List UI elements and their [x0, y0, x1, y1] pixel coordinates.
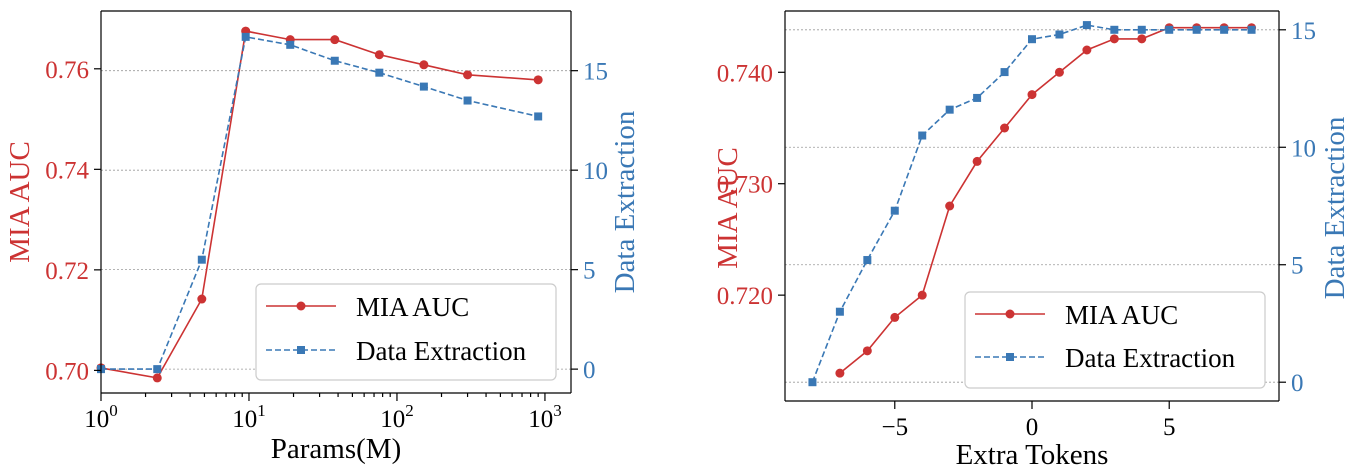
series-line-mia-auc [100, 30, 539, 379]
y-tick-label-right: 0 [1291, 370, 1304, 397]
legend-mia-marker [296, 301, 306, 311]
y-ticks-left: 0.720 0.730 0.740 [717, 60, 785, 310]
y-ticks-right: 0 5 10 15 [1279, 18, 1316, 397]
point-data-extraction [1082, 21, 1091, 30]
point-mia-auc [1082, 45, 1092, 55]
y-tick-label-left: 0.72 [45, 258, 89, 285]
point-data-extraction [286, 40, 295, 49]
point-mia-auc [1137, 34, 1147, 44]
y-tick-label-left: 0.730 [717, 172, 773, 199]
y-tick-label-right: 5 [1291, 253, 1304, 280]
point-data-extraction [835, 307, 844, 316]
legend-mia-label: MIA AUC [1065, 300, 1178, 330]
point-data-extraction [463, 96, 472, 105]
point-mia-auc [1054, 67, 1064, 77]
point-mia-auc [1027, 90, 1037, 100]
legend: MIA AUC Data Extraction [964, 291, 1266, 389]
point-data-extraction [1220, 25, 1229, 34]
x-tick-label: 100 [84, 401, 118, 433]
y-tick-label-right: 0 [583, 357, 596, 384]
y-axis-title-right: Data Extraction [1319, 116, 1351, 299]
y-tick-label-right: 10 [583, 158, 608, 185]
y-axis-title-right: Data Extraction [609, 110, 641, 293]
legend: MIA AUC Data Extraction [255, 283, 557, 381]
x-tick-label: 0 [1026, 414, 1039, 441]
point-data-extraction [375, 68, 384, 77]
point-data-extraction [863, 256, 872, 265]
legend-mia-label: MIA AUC [356, 292, 469, 322]
y-tick-label-left: 0.740 [717, 60, 773, 87]
y-tick-label-left: 0.74 [45, 157, 89, 184]
point-data-extraction [1000, 68, 1009, 77]
point-data-extraction [1055, 30, 1064, 39]
point-data-extraction [153, 365, 162, 374]
series-line-data-extraction [101, 35, 539, 370]
plot-frame [100, 10, 572, 394]
series-layer [808, 21, 1257, 387]
point-mia-auc [152, 373, 162, 383]
point-data-extraction [1137, 25, 1146, 34]
y-tick-label-right: 15 [583, 59, 608, 86]
point-mia-auc [1000, 123, 1010, 133]
legend-data-marker [1006, 353, 1014, 361]
x-ticks: −5 0 5 [881, 401, 1175, 441]
point-data-extraction [1192, 25, 1201, 34]
x-tick-label: −5 [881, 414, 908, 441]
point-mia-auc [972, 156, 982, 166]
y-ticks-left: 0.70 0.72 0.74 0.76 [45, 57, 101, 385]
point-mia-auc [374, 50, 384, 60]
series-line-mia-auc [839, 26, 1252, 374]
legend-data-label: Data Extraction [1065, 343, 1236, 373]
point-mia-auc [835, 368, 845, 378]
x-tick-label: 5 [1163, 414, 1176, 441]
point-data-extraction [1028, 35, 1036, 44]
x-axis-title: Extra Tokens [956, 439, 1109, 471]
y-axis-title-left: MIA AUC [712, 147, 744, 269]
point-data-extraction [330, 56, 339, 65]
point-mia-auc [1109, 34, 1119, 44]
point-data-extraction [890, 206, 899, 215]
point-mia-auc [945, 201, 955, 211]
point-data-extraction [945, 105, 954, 114]
x-ticks: 100 101 102 103 [84, 393, 562, 433]
y-tick-label-right: 15 [1291, 18, 1316, 45]
point-mia-auc [463, 70, 473, 80]
point-mia-auc [330, 35, 340, 45]
point-mia-auc [890, 312, 900, 322]
y-tick-label-right: 5 [583, 258, 596, 285]
y-tick-label-left: 0.720 [717, 283, 773, 310]
legend-data-marker [297, 346, 305, 354]
point-data-extraction [808, 378, 817, 387]
chart-params: 100 101 102 103 0.70 0.72 0.74 0.76 0 5 10 15 Par… [4, 10, 641, 465]
legend-data-label: Data Extraction [356, 336, 527, 366]
point-mia-auc [533, 75, 543, 85]
legend-box [964, 291, 1266, 389]
point-data-extraction [918, 131, 927, 140]
point-mia-auc [917, 290, 927, 300]
point-data-extraction [241, 32, 250, 41]
x-axis-title: Params(M) [271, 433, 401, 465]
point-mia-auc [419, 60, 429, 70]
point-data-extraction [197, 255, 206, 264]
y-ticks-right: 0 5 10 15 [571, 59, 608, 384]
x-tick-label: 101 [232, 401, 266, 433]
y-tick-label-left: 0.70 [45, 358, 89, 385]
point-data-extraction [1247, 25, 1256, 34]
x-tick-label: 102 [380, 401, 414, 433]
x-tick-label: 103 [528, 401, 562, 433]
point-mia-auc [197, 294, 207, 304]
y-axis-title-left: MIA AUC [4, 141, 36, 263]
y-tick-label-right: 10 [1291, 135, 1316, 162]
y-tick-label-left: 0.76 [45, 57, 89, 84]
point-data-extraction [534, 112, 543, 121]
point-data-extraction [1110, 25, 1119, 34]
point-data-extraction [419, 82, 428, 91]
point-data-extraction [1165, 25, 1174, 34]
chart-extra-tokens: −5 0 5 0.720 0.730 0.740 0 5 10 15 Extra Tokens… [712, 10, 1351, 471]
legend-box [255, 283, 557, 381]
point-mia-auc [862, 346, 872, 356]
legend-mia-marker [1005, 309, 1015, 319]
point-data-extraction [973, 93, 982, 102]
